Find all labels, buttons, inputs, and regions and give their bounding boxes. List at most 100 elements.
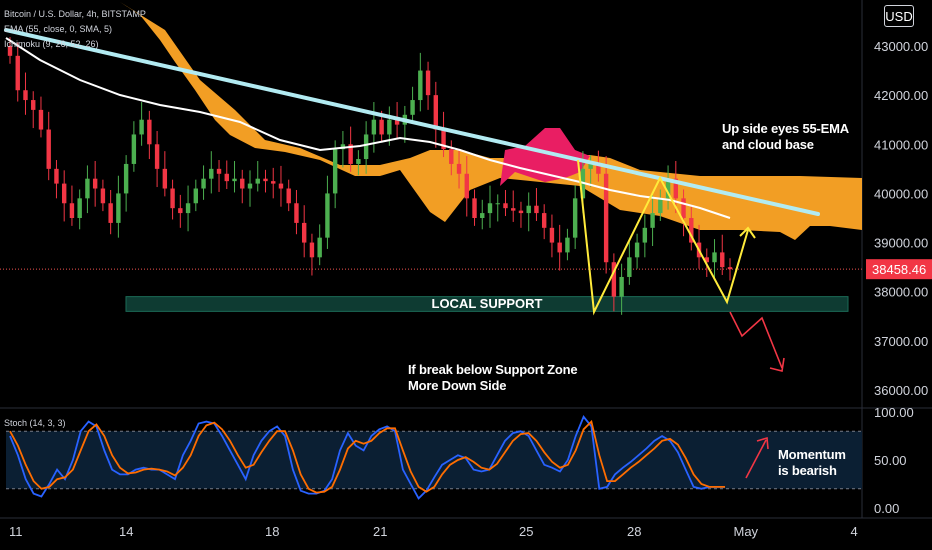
candle-body	[549, 227, 555, 243]
candle-body	[317, 237, 322, 258]
candle-body	[526, 205, 531, 214]
candle-body	[619, 276, 624, 297]
candle-body	[61, 183, 67, 204]
price-tick-label: 39000.00	[874, 236, 928, 251]
candles	[7, 37, 733, 315]
candle-body	[100, 188, 106, 204]
local-support-label: LOCAL SUPPORT	[431, 295, 543, 311]
candle-body	[92, 178, 98, 189]
candle-body	[449, 149, 454, 164]
wave-arrowhead	[739, 226, 756, 239]
candle-body	[31, 100, 36, 110]
candle-body	[286, 188, 291, 204]
candle-body	[480, 213, 485, 218]
candle-body	[596, 163, 601, 174]
candle-body	[216, 168, 222, 174]
candle-body	[727, 267, 733, 270]
candle-body	[15, 55, 20, 91]
candle-body	[232, 178, 237, 182]
candle-body	[348, 144, 353, 164]
candle-body	[356, 159, 361, 164]
candle-body	[650, 213, 655, 228]
candle-body	[278, 183, 284, 189]
legend-title: Bitcoin / U.S. Dollar, 4h, BITSTAMP	[4, 9, 146, 19]
price-tick-label: 38000.00	[874, 285, 928, 300]
candle-body	[518, 210, 524, 214]
candle-body	[681, 198, 686, 218]
price-tick-label: 42000.00	[874, 88, 928, 103]
candle-body	[131, 134, 137, 164]
stoch-tick-label: 100.00	[874, 405, 914, 420]
candle-body	[247, 183, 253, 189]
candle-body	[503, 203, 508, 209]
breakdown-line1: If break below Support Zone	[408, 362, 578, 377]
candle-body	[271, 181, 276, 184]
candle-body	[325, 193, 330, 238]
candle-body	[603, 173, 609, 263]
candle-body	[147, 119, 152, 145]
candle-body	[487, 203, 493, 214]
time-tick-label: 21	[373, 524, 387, 539]
candle-body	[263, 178, 268, 182]
stoch-band	[6, 431, 862, 489]
last-price-label: 38458.46	[872, 262, 926, 277]
momentum-annotation: Momentum is bearish	[778, 447, 846, 479]
candle-body	[464, 173, 469, 199]
candle-body	[387, 119, 392, 135]
upside-annotation: Up side eyes 55-EMA and cloud base	[722, 121, 849, 153]
stoch-tick-label: 0.00	[874, 501, 899, 516]
candle-body	[240, 178, 245, 189]
upside-line1: Up side eyes 55-EMA	[722, 121, 849, 136]
time-tick-label: 11	[9, 524, 23, 539]
candle-body	[720, 252, 725, 268]
candle-body	[557, 242, 562, 253]
legend-ema: EMA (55, close, 0, SMA, 5)	[4, 24, 113, 34]
candle-body	[77, 198, 82, 218]
candle-body	[54, 168, 59, 184]
breakdown-line2: More Down Side	[408, 378, 507, 393]
price-tick-label: 36000.00	[874, 383, 928, 398]
last-price-badge	[866, 259, 932, 280]
candle-body	[201, 178, 206, 189]
momentum-arrow	[745, 439, 767, 479]
candle-body	[433, 95, 439, 130]
candle-body	[38, 109, 44, 130]
support-zone	[125, 296, 849, 312]
candle-body	[162, 168, 168, 189]
candle-body	[185, 203, 191, 214]
legend-ichimoku: Ichimoku (9, 26, 52, 26)	[4, 39, 99, 49]
time-tick-label: 14	[119, 524, 133, 539]
candle-body	[588, 163, 593, 169]
candle-body	[565, 237, 570, 253]
breakdown-annotation: If break below Support Zone More Down Si…	[408, 362, 578, 394]
candle-body	[332, 149, 338, 194]
candle-body	[394, 119, 400, 125]
candle-body	[511, 208, 516, 211]
candle-body	[193, 188, 199, 204]
candle-body	[108, 203, 113, 223]
candle-body	[673, 178, 679, 199]
currency-button[interactable]: USD	[884, 5, 914, 27]
downside-arrowhead	[769, 357, 785, 372]
candle-body	[309, 242, 315, 258]
candle-body	[363, 134, 369, 160]
candle-body	[712, 252, 717, 263]
candle-body	[255, 178, 260, 184]
candle-body	[224, 173, 229, 182]
momentum-line2: is bearish	[778, 463, 837, 478]
candle-body	[139, 119, 144, 135]
time-tick-label: 25	[519, 524, 533, 539]
candle-body	[572, 198, 578, 238]
candle-body	[123, 163, 129, 194]
candle-body	[116, 193, 121, 223]
time-tick-label: 18	[265, 524, 279, 539]
candle-body	[534, 205, 539, 214]
price-tick-label: 41000.00	[874, 137, 928, 152]
price-tick-label: 37000.00	[874, 334, 928, 349]
price-tick-label: 43000.00	[874, 39, 928, 54]
candle-body	[495, 203, 500, 205]
candle-body	[634, 242, 640, 258]
price-tick-label: 40000.00	[874, 186, 928, 201]
candle-body	[611, 262, 617, 297]
